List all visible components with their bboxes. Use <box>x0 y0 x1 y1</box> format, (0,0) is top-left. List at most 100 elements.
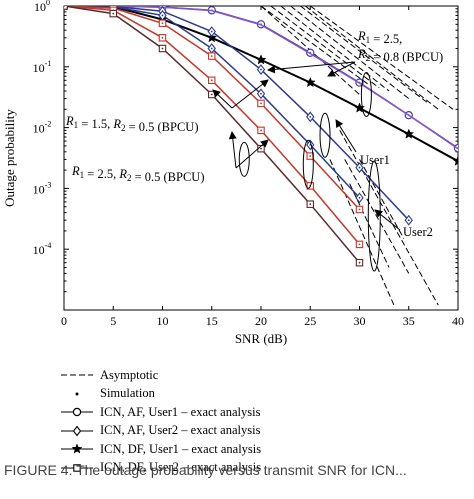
legend-swatch <box>61 463 93 472</box>
simulation-dot <box>407 219 410 222</box>
legend-swatch <box>61 443 93 454</box>
simulation-dot <box>407 133 410 136</box>
legend-marker <box>73 463 81 472</box>
legend-swatch <box>61 408 93 417</box>
asymptotic-line <box>260 6 370 86</box>
asymptotic-line <box>349 183 390 268</box>
simulation-dot <box>309 155 312 157</box>
plot-area <box>64 6 458 306</box>
arrow-r25-08-a <box>327 61 356 77</box>
y-axis-label: Outage probability <box>2 109 17 207</box>
legend-marker <box>72 425 82 437</box>
asymptotic-line <box>329 159 395 306</box>
simulation-dot <box>210 55 213 57</box>
y-tick-label: 10-1 <box>33 59 52 75</box>
simulation-dot <box>309 203 312 206</box>
ann-r15-05-line: R1 = 1.5, R2 = 0.5 (BPCU) <box>65 114 199 134</box>
legend-entry: ICN, AF, User1 – exact analysis <box>60 403 360 422</box>
chart: 0 5 10 15 20 25 30 35 40 100 10-1 10-2 10-3 10-4 SNR (… <box>2 0 464 346</box>
ellipse-r15 <box>302 139 314 189</box>
simulation-dot <box>260 147 262 150</box>
legend-label: ICN, AF, User2 – exact analysis <box>100 423 261 438</box>
simulation-dot <box>358 107 361 109</box>
arrow-user2 <box>374 209 401 231</box>
ellipse-user1 <box>360 72 372 118</box>
simulation-dot <box>457 160 458 163</box>
series-line-black-star <box>64 6 458 163</box>
legend-dot <box>75 392 79 396</box>
ann-user2-line: User2 <box>403 225 433 239</box>
simulation-dot <box>260 129 262 132</box>
legend-marker <box>71 443 83 454</box>
x-tick-label: 35 <box>403 314 415 328</box>
ellipse-user1-b <box>319 112 331 158</box>
ann-user1-line: User1 <box>360 153 390 167</box>
data-point-dark-square-3 <box>64 6 68 10</box>
ann-r25-05-line: R1 = 2.5, R2 = 0.5 (BPCU) <box>71 164 205 184</box>
simulation-dot <box>260 58 262 61</box>
arrow-r15-a <box>212 89 233 109</box>
legend-label: ICN, AF, User1 – exact analysis <box>100 404 261 419</box>
asymptotic-line <box>280 6 390 92</box>
asymptotic-line <box>339 130 439 306</box>
simulation-dot <box>210 47 213 50</box>
arrow-user1 <box>335 119 357 153</box>
series-line-purple-diamond <box>64 6 458 150</box>
ann-r2-5-08-line: R2 = 0.8 (BPCU) <box>357 47 443 64</box>
legend-marker <box>72 408 82 417</box>
simulation-dot <box>161 36 164 39</box>
x-axis-label: SNR (dB) <box>235 331 287 346</box>
simulation-dot <box>112 12 115 15</box>
legend-label: ICN, DF, User1 – exact analysis <box>100 441 262 456</box>
y-tick-label: 10-3 <box>33 180 52 196</box>
simulation-dot <box>260 68 262 71</box>
asymptotic-line <box>359 159 405 239</box>
legend-label: Simulation <box>100 386 155 401</box>
ann-r2-5-08-line: R1 = 2.5, <box>357 29 402 46</box>
x-tick-label: 5 <box>110 314 116 328</box>
legend-entry: ICN, AF, User2 – exact analysis <box>60 422 360 441</box>
simulation-dot <box>64 6 65 7</box>
x-tick-label: 15 <box>206 314 218 328</box>
simulation-dot <box>309 81 312 84</box>
legend-entry: ICN, DF, User2 – exact analysis <box>60 459 360 478</box>
arrow-r15-b <box>231 79 269 109</box>
ellipse-user2 <box>367 160 381 272</box>
legend-swatch <box>61 374 93 376</box>
asymptotic-line <box>309 6 454 110</box>
simulation-dot <box>309 115 312 118</box>
simulation-dot <box>210 30 213 33</box>
x-tick-label: 10 <box>157 314 169 328</box>
ellipse-r25 <box>238 141 250 177</box>
legend-entry: Simulation <box>60 385 360 404</box>
asymptotic-line <box>270 6 380 89</box>
simulation-dot <box>260 92 262 95</box>
simulation-dot <box>358 261 361 264</box>
y-tick-label: 10-2 <box>33 120 52 136</box>
simulation-dot <box>358 243 361 246</box>
series-line-blue-diamond-1 <box>64 6 410 221</box>
simulation-dot <box>358 166 361 169</box>
x-tick-label: 25 <box>304 314 316 328</box>
simulation-dot <box>358 208 361 211</box>
asymptotic-line <box>290 6 410 99</box>
figure-caption: FIGURE 4: The outage probability versus … <box>4 462 407 478</box>
simulation-dot <box>210 79 213 82</box>
y-tick-label: 10-4 <box>33 241 52 257</box>
legend-label: Asymptotic <box>100 367 159 382</box>
legend-entry: Asymptotic <box>60 366 360 385</box>
simulation-dot <box>161 22 164 25</box>
asymptotic-line <box>305 6 439 110</box>
x-tick-label: 30 <box>354 314 366 328</box>
legend-label: ICN, DF, User2 – exact analysis <box>100 460 262 475</box>
arrow-r25-b <box>235 139 269 169</box>
simulation-dot <box>358 196 361 199</box>
legend: Asymptotic Simulation ICN, AF, User1 – exa… <box>60 366 360 477</box>
simulation-dot <box>210 36 213 39</box>
legend-swatch <box>61 425 93 437</box>
simulation-dot <box>161 47 164 50</box>
arrow-r25-08-b <box>267 61 356 74</box>
x-tick-label: 20 <box>255 314 267 328</box>
x-tick-label: 0 <box>61 314 67 328</box>
legend-swatch <box>75 392 79 396</box>
